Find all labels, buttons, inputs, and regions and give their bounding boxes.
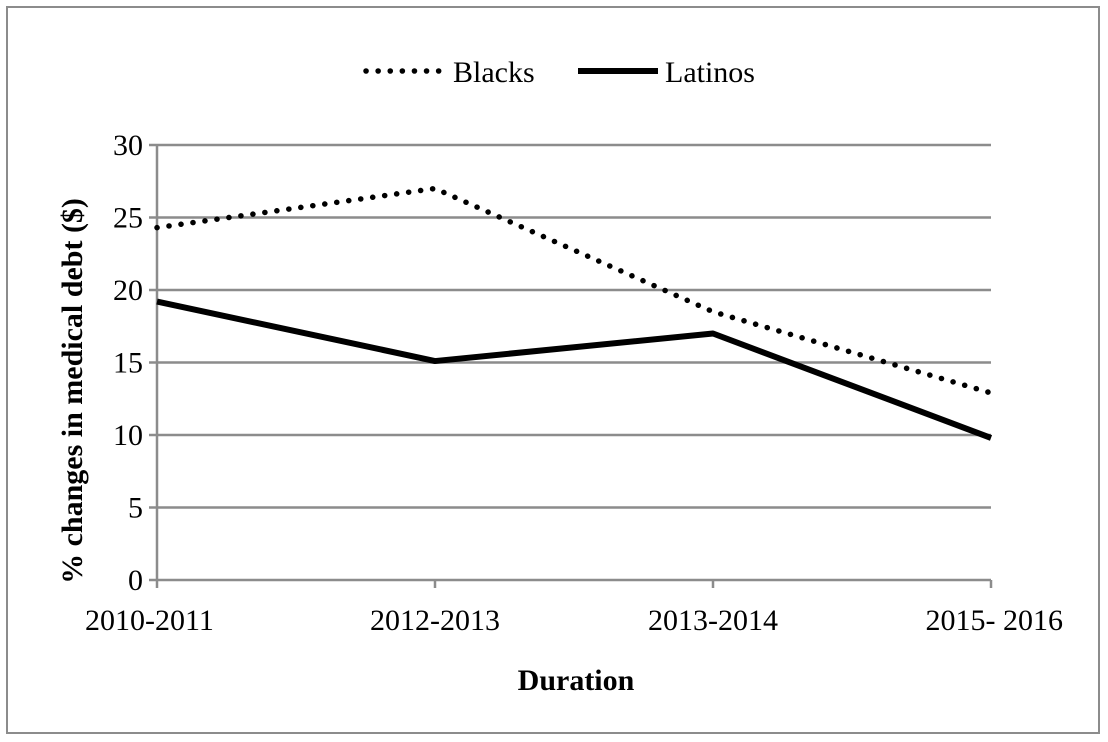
y-tick-label: 10	[113, 419, 143, 452]
series-lines	[154, 185, 994, 441]
y-tick-label: 20	[113, 274, 143, 307]
axes	[149, 143, 993, 588]
y-tick-label: 25	[113, 202, 143, 235]
legend-label-blacks: Blacks	[453, 56, 535, 89]
y-tick-label: 30	[113, 129, 143, 162]
legend-label-latinos: Latinos	[665, 56, 755, 89]
tick-labels: 0 5 10 15 20 25 30 2010-2011 2012-2013 2013-2014 2…	[85, 129, 1063, 637]
y-tick-label: 0	[128, 564, 143, 597]
gridlines	[157, 143, 991, 509]
x-tick-label: 2010-2011	[85, 604, 214, 637]
legend: Blacks Latinos	[363, 56, 755, 89]
x-tick-label: 2013-2014	[648, 604, 778, 637]
x-tick-label: 2012-2013	[370, 604, 500, 637]
x-axis-title: Duration	[518, 664, 635, 697]
x-tick-label: 2015- 2016	[926, 604, 1064, 637]
y-tick-label: 15	[113, 347, 143, 380]
y-tick-label: 5	[128, 492, 143, 525]
series-line-latinos	[156, 298, 993, 441]
y-axis-title: % changes in medical debt ($)	[56, 198, 89, 584]
